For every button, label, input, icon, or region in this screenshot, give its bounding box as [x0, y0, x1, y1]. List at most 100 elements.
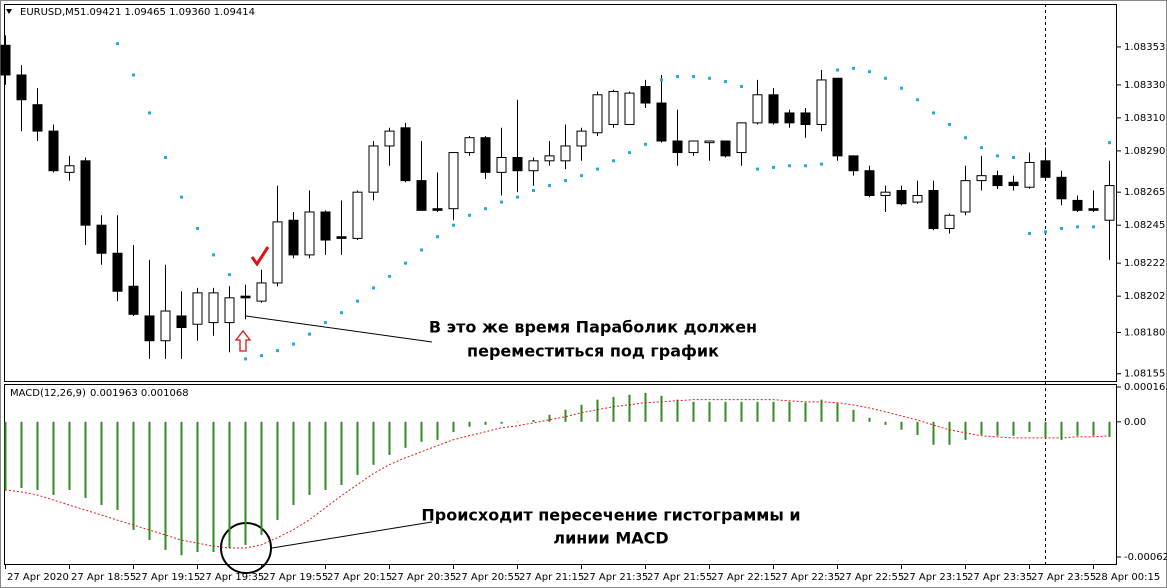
- x-tick-label: 27 Apr 18:55: [71, 572, 136, 583]
- sar-dot: [196, 226, 199, 230]
- candle-body: [368, 145, 379, 193]
- candle-body: [928, 190, 939, 229]
- candle-body: [560, 145, 571, 162]
- annotation: Происходит пересечение гистограммы и: [421, 506, 800, 525]
- sar-dot: [932, 111, 935, 115]
- y-tick-label: 1.08202: [1124, 291, 1165, 302]
- macd-subtitle: 0.001963 0.001068: [90, 388, 189, 399]
- sar-dot: [132, 73, 135, 77]
- candle-body: [896, 190, 907, 205]
- candle-body: [464, 137, 475, 154]
- candle-body: [176, 315, 187, 329]
- candle-body: [672, 140, 683, 154]
- candle-body: [608, 90, 619, 125]
- candle-body: [832, 77, 843, 157]
- x-tick-label: 27 Apr 20:55: [455, 572, 520, 583]
- x-tick-label: 27 Apr 2020: [7, 572, 69, 583]
- sar-dot: [660, 78, 663, 82]
- sar-dot: [1028, 231, 1031, 235]
- y-tick-label: 1.08155: [1124, 369, 1165, 380]
- sar-dot: [724, 80, 727, 84]
- sar-dot: [324, 321, 327, 325]
- candle-body: [848, 155, 859, 172]
- y-tick-label: 1.08180: [1124, 327, 1165, 338]
- sar-dot: [564, 179, 567, 183]
- candle-body: [160, 310, 171, 342]
- candle-body: [384, 130, 395, 147]
- sar-dot: [516, 195, 519, 199]
- sar-dot: [420, 248, 423, 252]
- candle-body: [32, 104, 43, 132]
- candle-body: [624, 92, 635, 125]
- candle-body: [976, 175, 987, 182]
- sar-dot: [292, 342, 295, 346]
- candle-body: [480, 137, 491, 173]
- sar-dot: [868, 70, 871, 74]
- sar-dot: [964, 136, 967, 140]
- pointer-line: [245, 315, 433, 343]
- candle-body: [752, 94, 763, 124]
- sar-dot: [340, 311, 343, 315]
- candle-body: [1024, 161, 1035, 188]
- candle-body: [944, 214, 955, 229]
- x-tick-label: 27 Apr 19:55: [263, 572, 328, 583]
- sar-dot: [708, 76, 711, 80]
- menu-arrow: [6, 9, 12, 14]
- candle-body: [208, 292, 219, 324]
- x-tick-label: 27 Apr 21:55: [647, 572, 712, 583]
- sar-dot: [388, 274, 391, 278]
- candle-body: [496, 157, 507, 173]
- sar-dot: [468, 213, 471, 217]
- candle-body: [192, 292, 203, 325]
- candle-body: [48, 130, 59, 172]
- x-tick-label: 27 Apr 20:35: [391, 572, 456, 583]
- sar-dot: [532, 189, 535, 193]
- candle-body: [288, 219, 299, 256]
- candle-body: [688, 140, 699, 154]
- candle-body: [80, 160, 91, 226]
- candle-body: [640, 86, 651, 104]
- sar-dot: [980, 146, 983, 150]
- candle-body: [512, 157, 523, 172]
- sar-dot: [580, 174, 583, 178]
- sar-dot: [1108, 141, 1111, 145]
- sar-dot: [1060, 226, 1063, 230]
- candle-body: [992, 175, 1003, 187]
- candle-body: [1056, 176, 1067, 200]
- check-mark: [250, 246, 270, 267]
- candle-body: [784, 112, 795, 124]
- candle-body: [704, 140, 715, 144]
- candle-body: [592, 94, 603, 134]
- y-tick-label: 0.00: [1124, 417, 1146, 428]
- sar-dot: [804, 164, 807, 168]
- up-arrow: [234, 329, 252, 352]
- x-tick-label: 27 Apr 23:55: [1031, 572, 1096, 583]
- x-tick-label: 27 Apr 23:15: [903, 572, 968, 583]
- x-tick-label: 28 Apr 00:15: [1095, 572, 1160, 583]
- candle-body: [448, 152, 459, 210]
- sar-dot: [484, 207, 487, 211]
- candle-body: [352, 191, 363, 239]
- sar-dot: [180, 195, 183, 199]
- x-tick-label: 27 Apr 23:35: [967, 572, 1032, 583]
- x-tick-label: 27 Apr 22:55: [839, 572, 904, 583]
- sar-dot: [404, 261, 407, 265]
- candle-body: [720, 140, 731, 157]
- candle-body: [416, 180, 427, 211]
- candle-body: [224, 297, 235, 324]
- sar-dot: [244, 357, 247, 361]
- sar-dot: [740, 85, 743, 89]
- sar-dot: [884, 76, 887, 80]
- y-tick-label: 1.08290: [1124, 146, 1165, 157]
- candle-body: [336, 236, 347, 239]
- y-tick-label: -0.000629: [1124, 552, 1167, 563]
- sar-dot: [116, 42, 119, 46]
- sar-dot: [820, 162, 823, 166]
- annotation: В это же время Параболик должен: [429, 318, 757, 337]
- candle-body: [0, 44, 11, 76]
- sar-dot: [916, 98, 919, 102]
- candle-body: [304, 211, 315, 256]
